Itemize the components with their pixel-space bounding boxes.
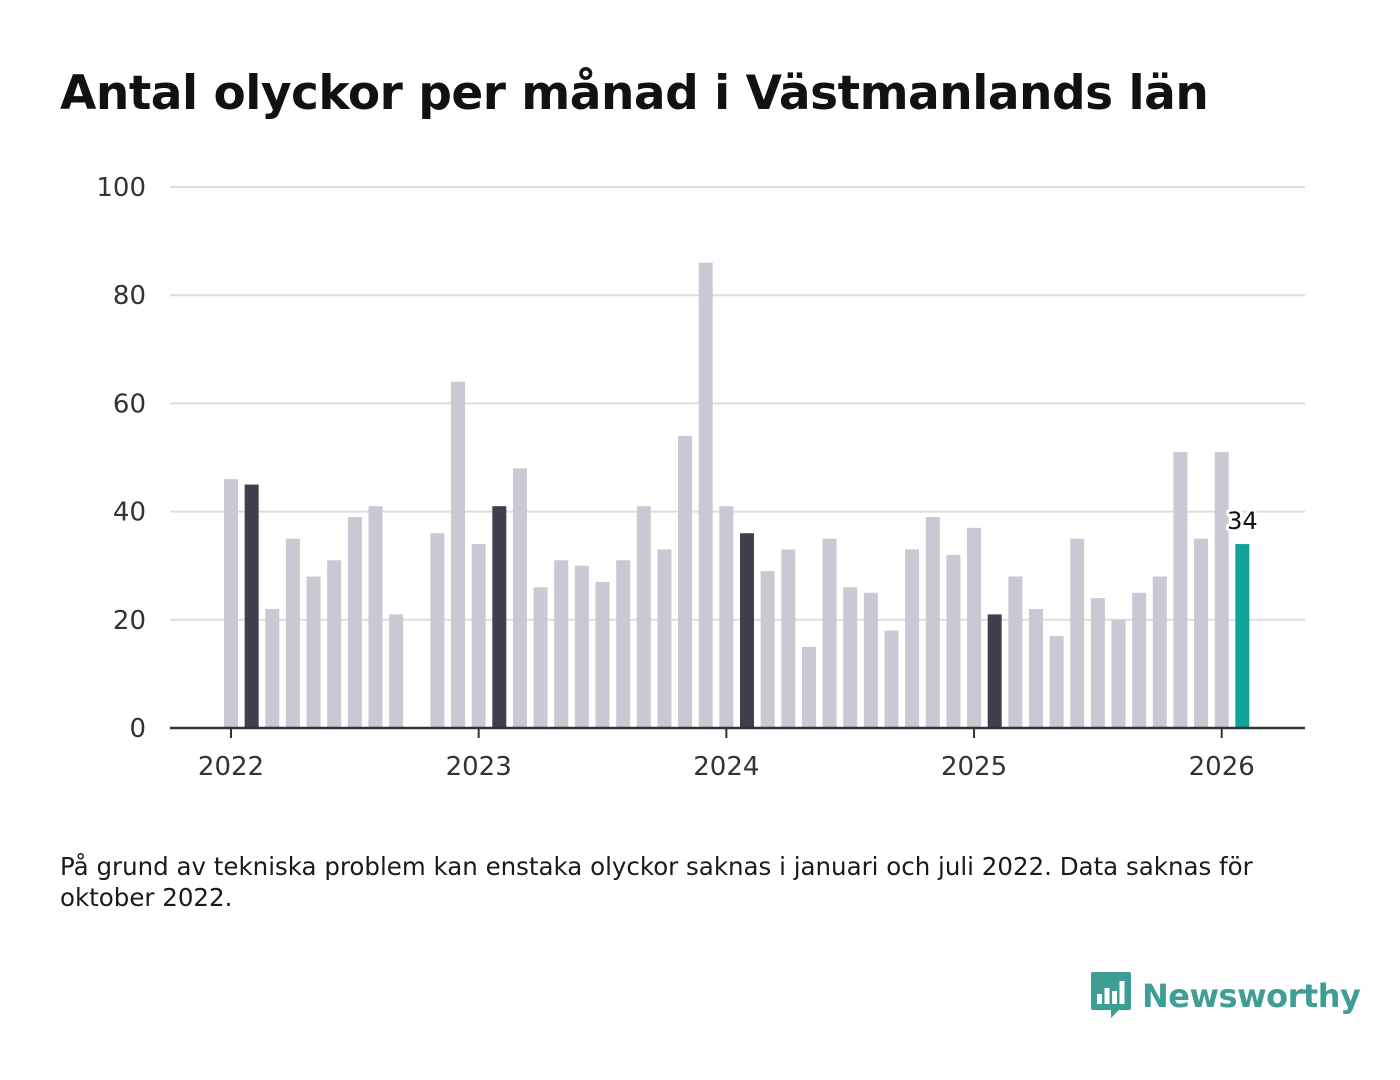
bar bbox=[863, 592, 878, 728]
y-tick-label: 0 bbox=[129, 714, 146, 744]
bar bbox=[740, 533, 754, 728]
x-tick-label: 2026 bbox=[1189, 752, 1255, 782]
bar bbox=[574, 565, 589, 728]
bar bbox=[657, 549, 672, 728]
bar bbox=[636, 506, 651, 728]
bar bbox=[1152, 576, 1167, 728]
bar bbox=[843, 587, 858, 728]
y-tick-label: 20 bbox=[113, 606, 146, 636]
bar bbox=[430, 533, 445, 728]
brand-logo[interactable]: Newsworthy bbox=[1090, 970, 1361, 1022]
bar bbox=[760, 571, 775, 728]
bar bbox=[224, 479, 238, 728]
bars bbox=[224, 262, 1250, 728]
bar bbox=[1070, 538, 1085, 728]
y-tick-label: 100 bbox=[96, 173, 146, 203]
bar bbox=[884, 630, 899, 728]
x-tick-label: 2025 bbox=[941, 752, 1007, 782]
bar bbox=[1111, 619, 1126, 728]
bar bbox=[471, 544, 486, 728]
bar bbox=[1194, 538, 1209, 728]
bar bbox=[1214, 452, 1229, 728]
bar bbox=[265, 608, 280, 728]
annotations: 34 bbox=[1224, 504, 1261, 538]
bar bbox=[306, 576, 321, 728]
bar bbox=[1173, 452, 1188, 728]
bar bbox=[389, 614, 404, 728]
bar bbox=[1132, 592, 1147, 728]
bar bbox=[678, 435, 693, 728]
chart-title: Antal olyckor per månad i Västmanlands l… bbox=[60, 66, 1209, 121]
bar bbox=[967, 527, 982, 728]
bar bbox=[285, 538, 300, 728]
gridlines bbox=[170, 186, 1305, 621]
x-tick-label: 2023 bbox=[446, 752, 512, 782]
newsworthy-logo-icon bbox=[1091, 972, 1131, 1018]
y-tick-label: 40 bbox=[113, 498, 146, 528]
bar bbox=[1090, 598, 1105, 728]
bar bbox=[368, 506, 383, 728]
bar bbox=[451, 381, 466, 728]
bar bbox=[492, 506, 507, 728]
x-axis: 2022 2023 2024 2025 2026 bbox=[170, 726, 1305, 782]
bar bbox=[925, 517, 940, 728]
bar bbox=[533, 587, 548, 728]
bar bbox=[781, 549, 796, 728]
bar bbox=[1028, 608, 1043, 728]
bar bbox=[698, 262, 713, 728]
x-tick-label: 2022 bbox=[198, 752, 264, 782]
bar-chart: 0 20 40 60 80 100 2022 2023 2024 2025 2026 34 bbox=[96, 173, 1305, 782]
latest-value-label: 34 bbox=[1227, 507, 1258, 535]
bar bbox=[1008, 576, 1023, 728]
bar bbox=[1049, 636, 1064, 728]
bar bbox=[595, 581, 610, 728]
bar bbox=[987, 614, 1002, 728]
x-tick-label: 2024 bbox=[693, 752, 759, 782]
bar bbox=[905, 549, 920, 728]
footnote: På grund av tekniska problem kan enstaka… bbox=[60, 852, 1253, 912]
bar bbox=[1235, 544, 1250, 728]
bar bbox=[554, 560, 569, 728]
bar bbox=[347, 517, 362, 728]
bar bbox=[946, 554, 961, 728]
y-tick-label: 80 bbox=[113, 281, 146, 311]
brand-name: Newsworthy bbox=[1142, 977, 1361, 1015]
y-axis-tick-labels: 0 20 40 60 80 100 bbox=[96, 173, 146, 744]
bar bbox=[801, 646, 816, 728]
bar bbox=[244, 484, 259, 728]
bar bbox=[512, 468, 527, 728]
bar bbox=[327, 560, 342, 728]
bar bbox=[822, 538, 837, 728]
y-tick-label: 60 bbox=[113, 389, 146, 419]
bar bbox=[616, 560, 631, 728]
bar bbox=[719, 506, 734, 728]
